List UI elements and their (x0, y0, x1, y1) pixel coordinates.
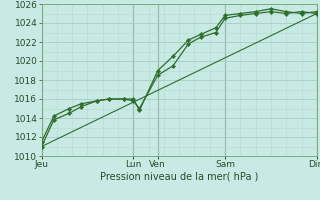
X-axis label: Pression niveau de la mer( hPa ): Pression niveau de la mer( hPa ) (100, 172, 258, 182)
